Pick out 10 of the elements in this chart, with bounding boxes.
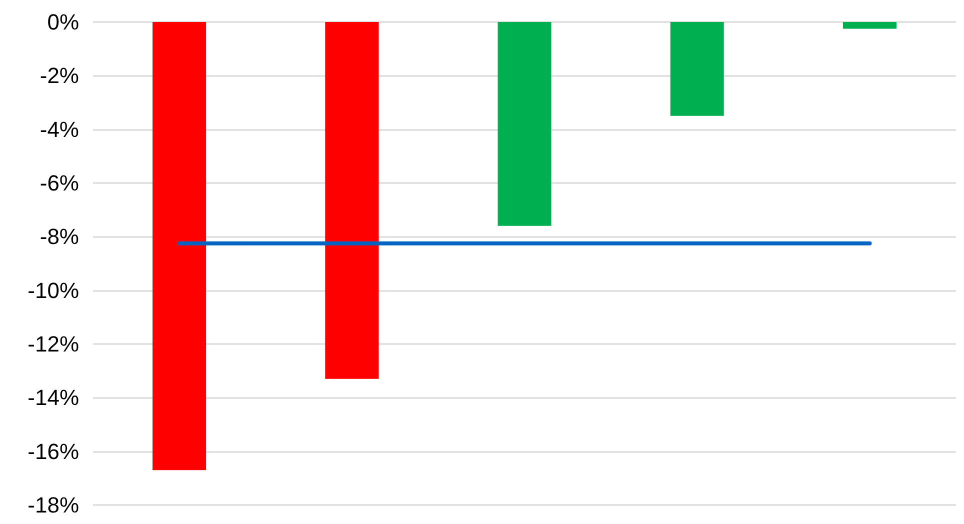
y-tick-label: -4% [40, 116, 79, 142]
y-tick-label: -6% [40, 170, 79, 196]
y-tick-label: -10% [28, 278, 79, 303]
y-tick-label: -8% [40, 224, 79, 250]
y-tick-label: -16% [28, 438, 79, 464]
y-tick-label: 0% [47, 10, 79, 34]
y-tick-label: -2% [40, 63, 79, 88]
y-tick-label: -14% [28, 385, 79, 410]
y-tick-label: -12% [28, 332, 79, 356]
y-tick-label: -18% [28, 492, 79, 518]
